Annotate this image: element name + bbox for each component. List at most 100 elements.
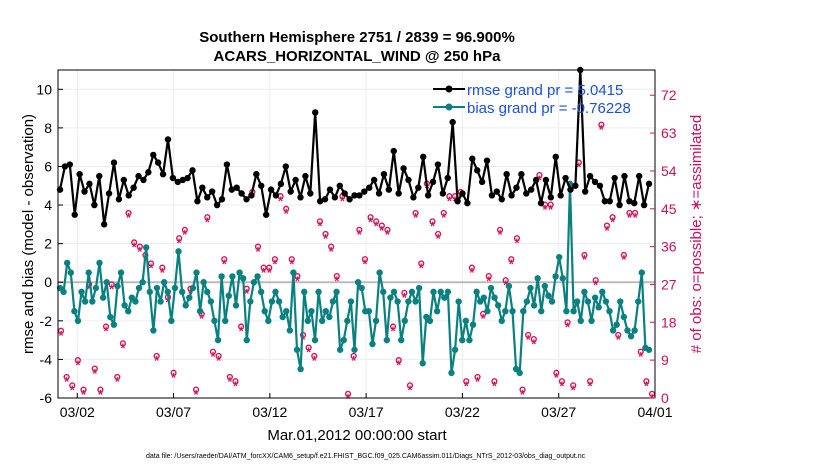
rmse-point — [341, 190, 348, 197]
rmse-point — [292, 176, 299, 184]
obs-assimilated-marker: * — [261, 265, 267, 280]
obs-assimilated-marker: * — [137, 244, 143, 259]
rmse-point — [312, 109, 319, 116]
obs-possible-marker — [496, 226, 504, 233]
rmse-point — [287, 188, 294, 195]
obs-assimilated-marker: * — [109, 282, 115, 297]
y-axis-right: 0 9 18 27 36 45 54 63 72 — [650, 87, 677, 406]
rmse-point — [110, 159, 118, 166]
rmse-point — [272, 192, 280, 199]
rmse-point — [434, 161, 442, 168]
obs-assimilated-marker: * — [357, 227, 363, 242]
obs-assimilated-marker: * — [520, 387, 526, 402]
rmse-point — [316, 198, 324, 205]
obs-possible-marker — [519, 386, 526, 393]
bias-point — [150, 327, 157, 334]
rmse-point — [635, 172, 643, 180]
y-tick-label: 4 — [44, 197, 52, 213]
bias-point — [196, 307, 204, 315]
rmse-point — [366, 184, 373, 191]
obs-assimilated-marker: * — [362, 256, 368, 271]
obs-assimilated-marker: * — [295, 273, 301, 288]
obs-assimilated-marker: * — [210, 349, 216, 364]
obs-possible-marker — [446, 193, 453, 200]
y2-tick-label: 63 — [661, 125, 677, 141]
rmse-point — [523, 190, 530, 197]
bias-point — [591, 294, 599, 301]
obs-possible-marker — [153, 352, 160, 360]
bias-point — [609, 327, 617, 334]
bias-point — [538, 307, 545, 315]
bias-point — [469, 321, 477, 328]
obs-assimilated-marker: * — [644, 378, 650, 393]
bias-point — [92, 284, 100, 292]
bias-point — [63, 259, 71, 267]
legend-bias-marker — [445, 103, 453, 111]
bias-point — [552, 273, 559, 280]
obs-assimilated-marker: * — [599, 122, 605, 137]
bias-point — [222, 317, 229, 325]
obs-assimilated-marker: * — [537, 172, 543, 187]
bias-point — [121, 302, 128, 309]
obs-assimilated-marker: * — [481, 311, 487, 326]
bias-point — [239, 275, 247, 282]
y2-tick-label: 45 — [661, 201, 677, 217]
obs-assimilated-marker: * — [576, 160, 582, 175]
bias-point — [85, 269, 92, 276]
obs-assimilated-marker: * — [154, 353, 160, 368]
bias-point — [308, 307, 315, 315]
rmse-point — [297, 194, 304, 201]
rmse-point — [474, 167, 481, 174]
rmse-point — [115, 196, 123, 203]
obs-assimilated-marker: * — [402, 290, 408, 305]
bias-point — [229, 273, 236, 280]
bias-point — [380, 288, 387, 296]
obs-assimilated-marker: * — [368, 214, 374, 229]
obs-possible-marker — [412, 209, 419, 217]
obs-possible-marker — [418, 260, 425, 267]
y2-tick-label: 54 — [661, 163, 677, 179]
obs-possible-marker — [468, 264, 475, 271]
rmse-point — [410, 194, 417, 201]
obs-assimilated-marker: * — [194, 387, 200, 402]
bias-point — [599, 288, 606, 296]
bias-point — [142, 244, 150, 251]
bias-point — [433, 307, 441, 315]
rmse-point — [120, 176, 128, 184]
bias-point — [272, 288, 279, 296]
rmse-point — [611, 174, 618, 182]
y-tick-label: 2 — [44, 236, 52, 252]
obs-possible-marker — [530, 336, 537, 343]
obs-possible-marker — [356, 226, 363, 233]
rmse-point — [356, 192, 363, 199]
rmse-point — [125, 192, 132, 199]
obs-possible-marker — [632, 209, 639, 217]
plot-marks: * * * * * * * * * * * * * * * * * * * * * * * * * * * * * * * * * * * * * * * *… — [56, 66, 655, 406]
bias-point — [139, 279, 146, 286]
bias-point — [265, 317, 272, 325]
obs-possible-marker — [333, 272, 340, 280]
obs-possible-marker — [238, 323, 245, 330]
obs-possible-marker — [440, 209, 447, 217]
bias-point — [218, 273, 225, 280]
legend: rmse grand pr = 5.0415 bias grand pr = -… — [433, 82, 631, 117]
y2-tick-label: 36 — [661, 239, 677, 255]
obs-assimilated-marker: * — [222, 256, 228, 271]
rmse-point — [267, 186, 275, 193]
rmse-point — [218, 196, 226, 203]
rmse-point — [228, 186, 235, 193]
rmse-point — [459, 190, 466, 197]
obs-assimilated-marker: * — [396, 357, 402, 372]
rmse-point — [130, 184, 137, 191]
obs-assimilated-marker: * — [160, 265, 166, 280]
obs-assimilated-marker: * — [497, 227, 503, 242]
bias-point — [204, 288, 211, 296]
obs-possible-marker — [378, 222, 385, 229]
obs-assimilated-marker: * — [509, 256, 515, 271]
x-axis: 03/02 03/07 03/12 03/17 03/22 03/27 04/01 — [60, 393, 673, 420]
bias-point — [527, 284, 534, 292]
bias-point — [254, 273, 261, 280]
obs-assimilated-marker: * — [554, 370, 560, 385]
bias-point — [556, 253, 563, 261]
bias-point — [344, 317, 351, 325]
